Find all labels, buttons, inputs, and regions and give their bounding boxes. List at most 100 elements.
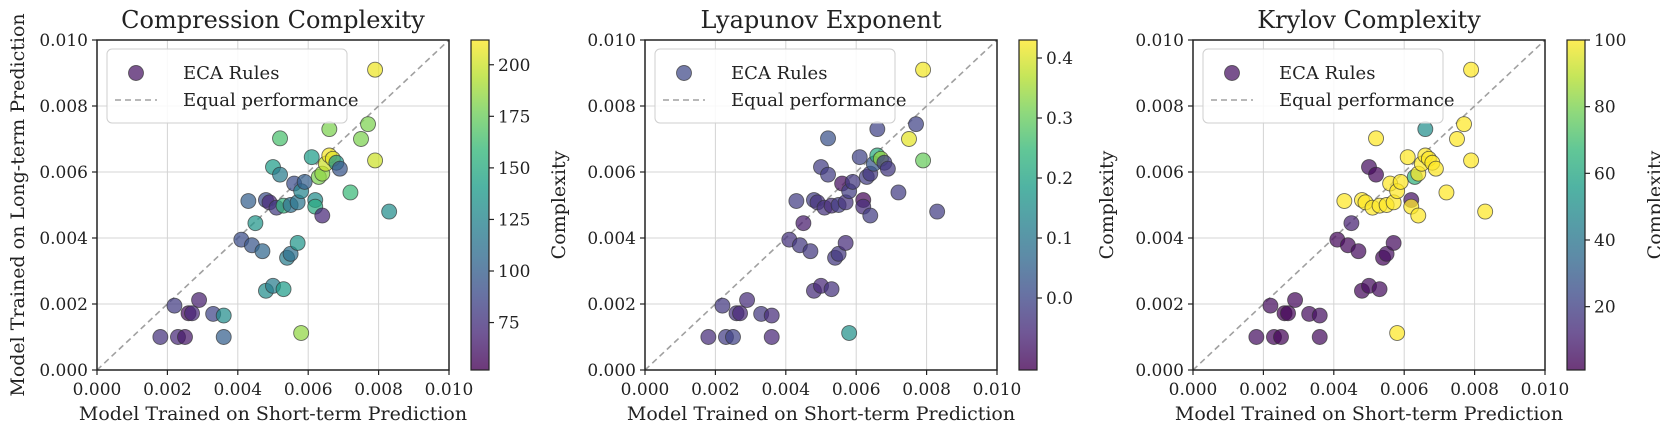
- data-point: [177, 329, 193, 345]
- data-point: [802, 243, 819, 260]
- data-point: [1385, 234, 1402, 251]
- data-point: [272, 130, 288, 147]
- legend-label-equal: Equal performance: [731, 90, 906, 111]
- y-tick-label: 0.002: [587, 295, 636, 315]
- colorbar: [470, 39, 490, 371]
- data-point: [293, 325, 310, 341]
- legend-marker-eca: [1224, 65, 1240, 81]
- data-point: [1449, 131, 1465, 147]
- colorbar-label: Complexity: [1096, 150, 1118, 259]
- data-point: [862, 207, 879, 224]
- legend-box: [1202, 48, 1444, 124]
- data-point: [700, 329, 717, 345]
- x-tick-label: 0.002: [1239, 380, 1288, 400]
- chart-title: Compression Complexity: [121, 6, 425, 34]
- x-tick-label: 0.006: [1380, 380, 1429, 400]
- data-point: [342, 184, 359, 201]
- data-point: [314, 207, 331, 224]
- data-point: [869, 121, 886, 138]
- legend-box: [106, 48, 348, 124]
- axes-frame: [1192, 39, 1546, 371]
- colorbar-tick-label: 0.1: [1046, 229, 1073, 249]
- data-point: [1392, 173, 1409, 190]
- x-tick-label: 0.002: [691, 380, 740, 400]
- y-tick-label: 0.008: [587, 97, 636, 117]
- data-point: [841, 325, 858, 341]
- data-point: [353, 131, 369, 147]
- legend-marker-eca: [676, 65, 692, 81]
- data-point: [152, 329, 169, 345]
- x-tick-label: 0.006: [284, 380, 333, 400]
- data-point: [1371, 281, 1388, 298]
- data-point: [1417, 121, 1434, 138]
- x-tick-label: 0.010: [1521, 380, 1570, 400]
- data-point: [763, 329, 780, 345]
- y-tick-label: 0.002: [39, 295, 88, 315]
- colorbar-tick-label: 0.0: [1046, 289, 1073, 309]
- legend-box: [654, 48, 896, 124]
- data-point: [908, 116, 924, 133]
- x-tick-label: 0.004: [1309, 380, 1358, 400]
- x-axis-label: Model Trained on Short-term Prediction: [79, 403, 467, 425]
- colorbar-tick-label: 100: [1594, 31, 1626, 51]
- legend: ECA Rules Equal performance: [106, 48, 358, 124]
- data-point: [240, 193, 257, 209]
- x-tick-label: 0.006: [832, 380, 881, 400]
- data-point: [1463, 152, 1480, 169]
- x-tick-label: 0.000: [621, 380, 670, 400]
- data-point: [321, 121, 338, 138]
- data-point: [184, 305, 200, 322]
- y-tick-label: 0.006: [587, 163, 636, 183]
- data-point: [1311, 307, 1328, 324]
- y-tick-label: 0.000: [39, 361, 88, 381]
- y-tick-label: 0.006: [39, 163, 88, 183]
- x-tick-label: 0.008: [354, 380, 403, 400]
- axes-frame: [96, 39, 450, 371]
- data-point: [1368, 166, 1384, 183]
- data-point: [1280, 305, 1296, 322]
- y-tick-label: 0.004: [587, 229, 636, 249]
- data-point: [215, 329, 232, 345]
- data-point: [1273, 329, 1289, 345]
- data-point: [1389, 325, 1406, 341]
- legend-label-eca: ECA Rules: [183, 63, 279, 84]
- data-point: [795, 215, 812, 232]
- legend-marker-eca: [128, 65, 144, 81]
- data-point: [367, 152, 384, 169]
- colorbar-label: Complexity: [548, 150, 570, 259]
- data-point: [166, 297, 183, 314]
- data-point: [254, 243, 271, 260]
- data-point: [901, 131, 917, 147]
- y-tick-label: 0.008: [1135, 97, 1184, 117]
- x-tick-label: 0.004: [761, 380, 810, 400]
- data-point: [844, 173, 861, 190]
- x-tick-label: 0.010: [973, 380, 1022, 400]
- y-tick-label: 0.004: [1135, 229, 1184, 249]
- y-tick-label: 0.010: [39, 31, 88, 51]
- data-point: [1427, 160, 1444, 177]
- chart-title: Lyapunov Exponent: [701, 6, 942, 34]
- data-point: [915, 61, 932, 78]
- colorbar-tick-label: 0.4: [1046, 49, 1073, 69]
- data-point: [303, 149, 320, 166]
- data-point: [1410, 207, 1427, 224]
- data-point: [1399, 149, 1416, 166]
- colorbar-label: Complexity: [1644, 150, 1660, 259]
- colorbar: [1566, 39, 1586, 371]
- data-point: [788, 193, 805, 209]
- colorbar-tick-label: 100: [498, 262, 530, 282]
- colorbar-tick-label: 175: [498, 107, 530, 127]
- data-point: [331, 160, 348, 177]
- legend-label-equal: Equal performance: [183, 90, 358, 111]
- data-point: [1262, 297, 1279, 314]
- data-point: [1311, 329, 1328, 345]
- data-point: [1438, 184, 1455, 201]
- data-point: [360, 116, 376, 133]
- data-point: [732, 305, 748, 322]
- panel-compression-complexity: 0.000 0.002 0.004 0.006 0.008 0.010 0.000 0.002…: [7, 6, 570, 425]
- x-axis-label: Model Trained on Short-term Prediction: [1175, 403, 1563, 425]
- data-point: [837, 234, 854, 251]
- data-point: [1456, 116, 1472, 133]
- data-point: [275, 281, 292, 298]
- colorbar: [1018, 39, 1038, 371]
